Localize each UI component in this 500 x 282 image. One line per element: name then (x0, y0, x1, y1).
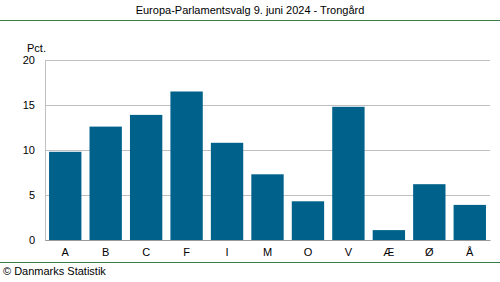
bar (49, 152, 81, 240)
bar (454, 205, 486, 240)
x-axis-line (46, 240, 491, 241)
bar (292, 201, 324, 240)
bar (251, 174, 283, 240)
x-tick-label: A (62, 246, 70, 258)
x-tick-label: O (304, 246, 313, 258)
x-tick-label: C (142, 246, 150, 258)
chart: Europa-Parlamentsvalg 9. juni 2024 - Tro… (0, 0, 500, 282)
header-rule (0, 20, 500, 21)
grid-line (45, 60, 490, 61)
x-tick: C (142, 240, 150, 258)
bar (373, 230, 405, 240)
x-tick-label: Ø (425, 246, 434, 258)
x-tick: F (183, 240, 190, 258)
title: Europa-Parlamentsvalg 9. juni 2024 - Tro… (136, 4, 365, 16)
x-tick: I (226, 240, 229, 258)
source: © Danmarks Statistik (3, 265, 106, 277)
bar (332, 107, 364, 240)
y-tick: 20 (23, 54, 490, 66)
x-tick: A (62, 240, 70, 258)
bar (90, 127, 122, 240)
x-tick-label: F (183, 246, 190, 258)
grid-line (45, 105, 490, 106)
y-tick-label: 20 (23, 54, 35, 66)
bar (211, 143, 243, 240)
x-tick-label: B (102, 246, 109, 258)
bars (49, 92, 486, 241)
x-tick: V (345, 240, 353, 258)
x-tick-label: M (263, 246, 272, 258)
bar (170, 92, 202, 241)
grid-line (45, 240, 490, 241)
x-tick-label: I (226, 246, 229, 258)
footer-rule (0, 262, 500, 263)
x-tick: M (263, 240, 272, 258)
x-tick: B (102, 240, 109, 258)
y-tick-label: 15 (23, 99, 35, 111)
x-tick-label: Æ (383, 246, 394, 258)
y-tick-label: 10 (23, 144, 35, 156)
y-tick: 15 (23, 99, 490, 111)
y-tick-label: 5 (29, 189, 35, 201)
x-tick: O (304, 240, 313, 258)
x-tick-label: Å (466, 246, 474, 258)
y-tick-label: 0 (29, 234, 35, 246)
x-tick: Ø (425, 240, 434, 258)
y-axis: 0 5 10 15 20 (23, 54, 490, 246)
bar (413, 184, 445, 240)
x-tick: Æ (383, 240, 394, 258)
x-tick-label: V (345, 246, 353, 258)
x-axis: ABCFIMOVÆØÅ (46, 240, 491, 258)
bar (130, 115, 162, 240)
y-axis-line (46, 61, 491, 241)
y-axis-label: Pct. (27, 42, 46, 54)
x-tick: Å (466, 240, 474, 258)
